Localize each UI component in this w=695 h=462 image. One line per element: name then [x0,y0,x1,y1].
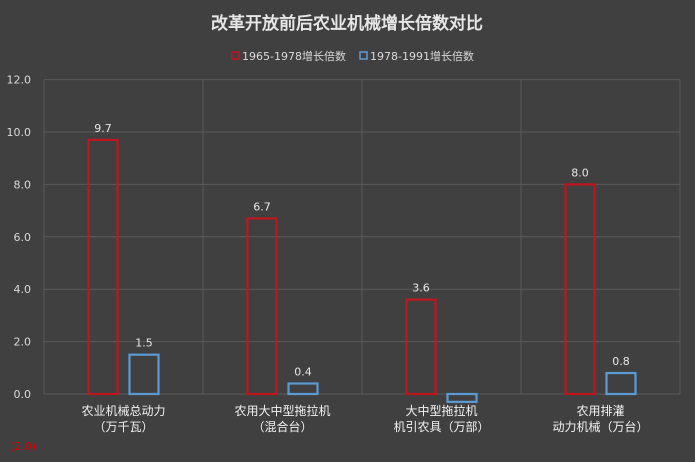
category-label: 农业机械总动力 [81,403,165,418]
legend-swatch-series-1 [231,51,240,60]
bar-series-1 [405,298,437,396]
legend-swatch-series-2 [359,51,368,60]
category-label: 大中型拖拉机 [405,403,477,418]
y-tick-label: 10.0 [7,126,32,139]
data-label: 3.6 [412,282,430,295]
y-tick-label: 2.0 [14,336,32,349]
category-label: 机引农具（万部） [393,419,489,434]
legend-label-series-1: 1965-1978增长倍数 [242,49,346,63]
y-tick-label: 4.0 [14,283,32,296]
legend-label-series-2: 1978-1991增长倍数 [370,49,474,63]
bar-series-1 [246,217,278,396]
data-label: 6.7 [253,200,271,213]
bar-series-1 [87,138,119,396]
y-tick-label: 0.0 [14,388,32,401]
bar-series-1 [564,183,596,396]
chart-title: 改革开放前后农业机械增长倍数对比 [211,13,483,34]
category-label: （万千瓦） [93,420,153,434]
bar-series-2 [287,382,319,396]
y-tick-label: 6.0 [14,231,32,244]
category-label: 农用大中型拖拉机 [234,403,330,418]
legend: 1965-1978增长倍数 1978-1991增长倍数 [231,49,474,63]
y-tick-label: 8.0 [14,178,32,191]
data-label: 0.8 [612,355,630,368]
y-tick-label: 12.0 [7,74,32,87]
category-label: 动力机械（万台） [552,419,648,434]
data-label: 9.7 [94,122,112,135]
bar-series-2 [128,353,160,396]
bar-series-2 [446,392,478,403]
category-label: 农用排灌 [576,404,624,418]
bars [87,138,637,403]
data-labels: 9.7 1.5 6.7 0.4 3.6 8.0 0.8 [94,122,630,379]
category-label: （混合台） [252,419,312,434]
y-axis-ticks: 12.0 10.0 8.0 6.0 4.0 2.0 0.0 [7,74,32,401]
y-tick-negative: (2.0) [10,440,36,453]
data-label: 0.4 [294,366,312,379]
bar-series-2 [605,371,637,396]
data-label: 8.0 [571,166,589,179]
data-label: 1.5 [135,337,153,350]
